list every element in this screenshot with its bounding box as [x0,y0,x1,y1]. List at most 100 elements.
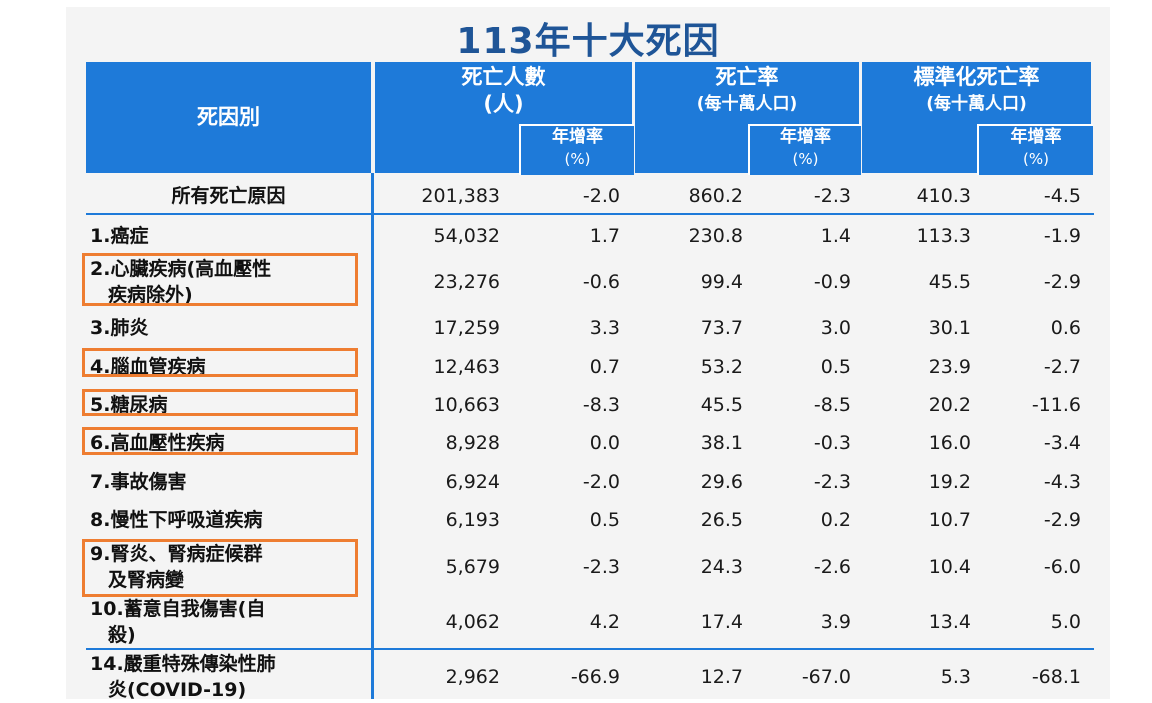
row-std: 10.4 [928,556,971,578]
row-rate-growth: -2.6 [813,556,851,578]
total-row-rate-growth: -2.3 [813,185,851,207]
row-deaths-growth: 3.3 [589,317,620,339]
total-row-name: 所有死亡原因 [171,185,286,207]
header-deaths-label: 死亡人數 [461,65,546,89]
column-divider [371,173,374,699]
row-name-line: 炎(COVID-19) [108,679,247,701]
covid-row-divider [86,648,1094,650]
row-std: 5.3 [940,666,971,688]
row-rate: 29.6 [700,471,743,493]
header-rate-growth-unit: (%) [792,150,819,168]
header-rate-growth: 年增率 (%) [748,124,861,175]
row-name-line: 8.慢性下呼吸道疾病 [90,509,263,531]
page-title: 113年十大死因 [456,21,720,62]
row-deaths-growth: 0.0 [589,432,620,454]
total-row-rate: 860.2 [688,185,743,207]
row-std-growth: -2.9 [1043,271,1081,293]
row-std-growth: -2.9 [1043,509,1081,531]
total-row-deaths: 201,383 [421,185,500,207]
row-rate-growth: 1.4 [820,225,851,247]
row-name-line: 3.肺炎 [90,317,149,339]
row-deaths: 23,276 [433,271,500,293]
header-rate-unit: (每十萬人口) [696,94,798,114]
row-rate: 230.8 [688,225,743,247]
row-rate-growth: -8.5 [813,394,851,416]
row-rate-growth: -67.0 [801,666,851,688]
row-std: 45.5 [928,271,971,293]
header-deaths-growth: 年增率 (%) [519,124,634,175]
header-deaths-growth-unit: (%) [564,150,591,168]
row-std: 16.0 [928,432,971,454]
row-name-line: 及腎病變 [108,569,185,591]
row-rate: 73.7 [700,317,743,339]
row-std-growth: -6.0 [1043,556,1081,578]
row-deaths: 12,463 [433,356,500,378]
row-std: 20.2 [928,394,971,416]
row-std-growth: 0.6 [1050,317,1081,339]
row-deaths-growth: -0.6 [582,271,620,293]
total-row-deaths-growth: -2.0 [582,185,620,207]
row-rate: 17.4 [700,611,743,633]
row-std-growth: -1.9 [1043,225,1081,247]
header-std-unit: (每十萬人口) [926,94,1027,114]
row-std: 19.2 [928,471,971,493]
row-name-line: 疾病除外) [108,284,193,306]
row-rate: 26.5 [700,509,743,531]
row-rate: 53.2 [700,356,743,378]
row-deaths-growth: -2.3 [582,556,620,578]
row-rate-growth: 3.9 [820,611,851,633]
row-deaths-growth: -2.0 [582,471,620,493]
row-std: 23.9 [928,356,971,378]
row-name-line: 9.腎炎、腎病症候群 [90,543,263,565]
highlight-box [82,389,358,416]
row-deaths: 4,062 [445,611,500,633]
row-name-line: 6.高血壓性疾病 [90,432,225,454]
header-std-label: 標準化死亡率 [913,65,1040,89]
header-std-growth-unit: (%) [1023,150,1049,168]
row-deaths: 10,663 [433,394,500,416]
row-name-line: 4.腦血管疾病 [90,356,206,378]
header-cause-label: 死因別 [197,105,260,129]
header-deaths-unit: (人) [483,92,524,116]
row-deaths: 17,259 [433,317,500,339]
highlight-box [82,348,358,377]
row-std: 30.1 [928,317,971,339]
header-std-growth: 年增率 (%) [977,124,1093,175]
row-std-growth: -3.4 [1043,432,1081,454]
row-rate: 99.4 [700,271,743,293]
row-deaths-growth: 0.7 [589,356,620,378]
row-deaths-growth: -8.3 [582,394,620,416]
header-cause: 死因別 [86,62,371,173]
row-name-line: 殺) [108,624,136,646]
row-name-line: 10.蓄意自我傷害(自 [90,598,266,620]
row-std: 113.3 [916,225,971,247]
row-deaths-growth: 4.2 [589,611,620,633]
row-deaths-growth: 1.7 [589,225,620,247]
total-row-std-growth: -4.5 [1043,185,1081,207]
row-rate: 12.7 [700,666,743,688]
row-std-growth: -2.7 [1043,356,1081,378]
row-rate-growth: -0.3 [813,432,851,454]
row-rate-growth: -2.3 [813,471,851,493]
highlight-box [82,253,358,306]
row-deaths: 54,032 [433,225,500,247]
total-row-divider [86,213,1094,215]
header-std-growth-label: 年增率 [1010,127,1062,147]
row-std-growth: 5.0 [1050,611,1081,633]
row-name-line: 1.癌症 [90,225,149,247]
row-deaths: 8,928 [445,432,500,454]
row-deaths: 6,924 [445,471,500,493]
row-rate-growth: 0.2 [820,509,851,531]
row-deaths: 6,193 [445,509,500,531]
header-std: 標準化死亡率 (每十萬人口) [862,62,1091,173]
row-std-growth: -4.3 [1043,471,1081,493]
row-name-line: 5.糖尿病 [90,394,168,416]
row-std: 13.4 [928,611,971,633]
row-deaths-growth: 0.5 [589,509,620,531]
row-rate: 45.5 [700,394,743,416]
row-name-line: 2.心臟疾病(高血壓性 [90,258,272,280]
header-deaths-growth-label: 年增率 [552,127,603,147]
row-rate: 38.1 [700,432,743,454]
row-deaths: 2,962 [445,666,500,688]
row-rate: 24.3 [700,556,743,578]
